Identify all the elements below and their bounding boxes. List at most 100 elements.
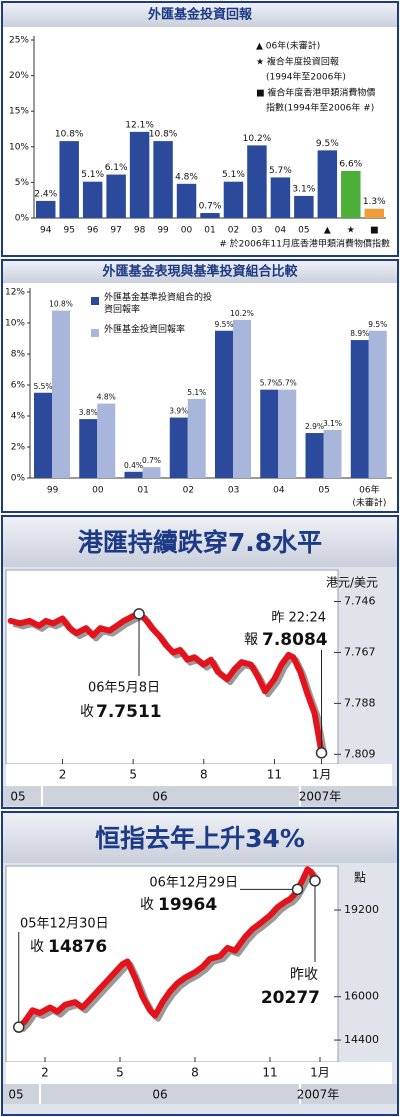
legend-box: [252, 36, 390, 116]
legend-entry: 外匯基金投資回報率: [104, 325, 186, 335]
bar: [153, 141, 173, 218]
x-tick-label: 11: [267, 768, 282, 782]
bar: [129, 131, 150, 218]
x-tick-label: 99: [47, 486, 59, 496]
bar: [341, 171, 361, 218]
x-tick-label: 5: [116, 1066, 124, 1080]
value-label: 2.4%: [34, 189, 57, 199]
value-label: 10.2%: [230, 309, 254, 318]
annotation-point: [309, 875, 321, 887]
legend-entry: 外匯基金基準投資組合的投資回報率: [104, 293, 213, 315]
bar: [270, 177, 291, 218]
y-tick-label: 8%: [11, 350, 26, 360]
annotation-date: 06年12月29日: [149, 876, 238, 891]
x-tick-label: 1月: [312, 768, 332, 782]
bar: [34, 392, 52, 478]
x-tick-label: 01: [137, 486, 148, 496]
bar: [124, 471, 143, 478]
value-label: 3.9%: [169, 407, 188, 416]
x-tick-label: 8: [200, 768, 208, 782]
annotation-point: [133, 608, 145, 620]
bar: [323, 429, 342, 478]
bar: [169, 417, 188, 478]
y-tick-label: 7.746: [344, 595, 376, 608]
x-tick-label: 04: [275, 226, 287, 236]
y-tick-label: 4%: [11, 412, 26, 422]
value-label: 3.1%: [292, 184, 315, 194]
annotation-label: 收: [140, 897, 154, 913]
bar: [200, 213, 220, 218]
period-label: 05: [10, 790, 25, 804]
y-tick-label: 10%: [9, 142, 29, 152]
x-tick-label: ■: [370, 226, 379, 236]
annotation-point: [13, 1021, 25, 1033]
period-label: 2007年: [297, 1088, 340, 1102]
y-tick-label: 5%: [15, 178, 30, 188]
footnote: # 於2006年11月底香港甲類消費物價指數: [219, 238, 390, 250]
title-band: [3, 517, 397, 567]
bar: [278, 389, 297, 478]
legend-note: 指數(1994年至2006年 #): [266, 102, 374, 114]
y-tick-label: 7.788: [344, 696, 376, 709]
x-tick-label: 97: [110, 226, 121, 236]
value-label: 1.3%: [363, 197, 386, 207]
annotation-point: [291, 883, 304, 896]
x-tick-label: 2: [59, 768, 67, 782]
chart-title: 港匯持續跌穿7.8水平: [78, 528, 322, 557]
annotation-value: 20277: [261, 988, 320, 1008]
x-tick-label: 1月: [310, 1066, 330, 1080]
bar: [82, 181, 103, 218]
y-tick-label: 20%: [9, 71, 29, 81]
x-tick-label: 04: [273, 486, 285, 496]
annotation-date: 05年12月30日: [20, 917, 109, 932]
legend-swatch: [91, 297, 99, 305]
legend-note: (1994年至2006年): [266, 71, 346, 83]
annotation-label: 收: [30, 939, 44, 955]
x-tick-label: 11: [262, 1066, 277, 1080]
x-tick-label: 8: [191, 1066, 199, 1080]
bar: [294, 195, 314, 218]
y-tick-label: 19200: [344, 903, 379, 916]
legend-note: ■ 複合年度香港甲類消費物價: [256, 87, 375, 99]
value-label: 5.7%: [269, 166, 292, 176]
annotation-date: 06年5月8日: [88, 681, 160, 696]
value-label: 3.1%: [323, 419, 342, 428]
bar: [36, 200, 56, 218]
x-tick-label: 02: [183, 486, 194, 496]
bar: [79, 419, 98, 478]
bar: [260, 389, 279, 478]
y-unit: 點: [354, 871, 366, 885]
bar: [364, 208, 384, 218]
y-tick-label: 15%: [9, 107, 29, 117]
value-label: 9.5%: [214, 320, 233, 329]
y-tick-label: 7.767: [344, 645, 376, 658]
line: [15, 866, 318, 1031]
bar: [223, 181, 244, 218]
y-tick-label: 12%: [5, 288, 25, 298]
value-label: 5.7%: [278, 379, 297, 388]
bar: [187, 398, 206, 478]
annotation-value: 19964: [158, 895, 217, 915]
value-label: 10.2%: [243, 134, 272, 144]
bar: [368, 330, 387, 478]
value-label: 5.1%: [187, 388, 206, 397]
x-tick-label: 01: [204, 226, 215, 236]
x-tick-label: 5: [129, 768, 137, 782]
x-tick-label: ★: [347, 226, 355, 236]
legend-label: 外匯基金投資回報率: [104, 325, 186, 335]
bar: [142, 467, 161, 478]
y-tick-label: 2%: [11, 443, 26, 453]
annotation-label: 昨收: [290, 967, 318, 983]
value-label: 3.8%: [79, 408, 98, 417]
value-label: 5.1%: [222, 170, 245, 180]
value-label: 0.4%: [124, 461, 143, 470]
legend-label: 外匯基金基準投資組合的投資回報率: [104, 293, 213, 315]
period-label: 05: [8, 1088, 23, 1102]
legend-note: ★ 複合年度投資回報: [256, 56, 339, 68]
y-tick-label: 10%: [5, 319, 25, 329]
value-label: 6.1%: [105, 163, 128, 173]
bar: [233, 319, 251, 478]
chart-title: 外匯基金表現與基準投資組合比較: [101, 264, 298, 280]
legend-swatch: [91, 329, 99, 337]
